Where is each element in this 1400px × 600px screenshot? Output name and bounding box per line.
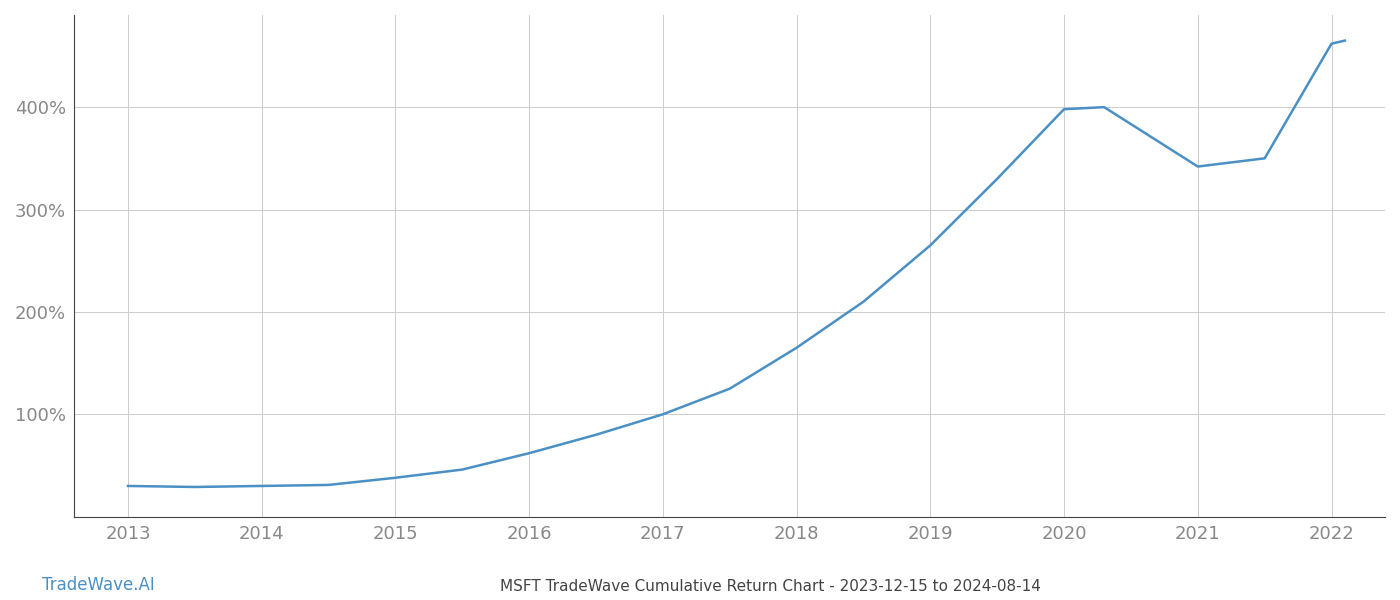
Text: MSFT TradeWave Cumulative Return Chart - 2023-12-15 to 2024-08-14: MSFT TradeWave Cumulative Return Chart -… (500, 579, 1040, 594)
Text: TradeWave.AI: TradeWave.AI (42, 576, 155, 594)
